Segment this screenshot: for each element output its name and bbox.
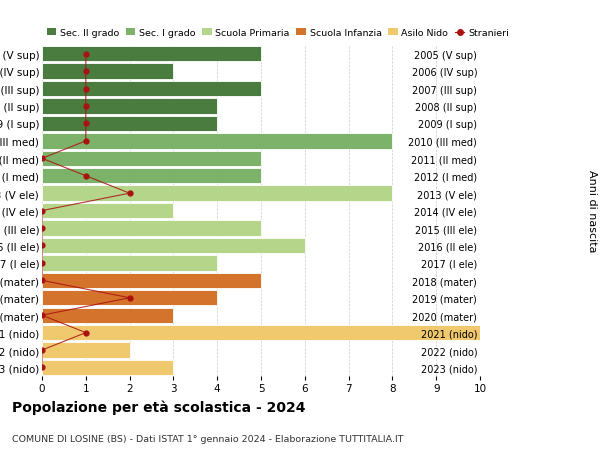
Bar <box>42 169 261 184</box>
Bar <box>42 342 130 358</box>
Text: COMUNE DI LOSINE (BS) - Dati ISTAT 1° gennaio 2024 - Elaborazione TUTTITALIA.IT: COMUNE DI LOSINE (BS) - Dati ISTAT 1° ge… <box>12 434 404 443</box>
Legend: Sec. II grado, Sec. I grado, Scuola Primaria, Scuola Infanzia, Asilo Nido, Stran: Sec. II grado, Sec. I grado, Scuola Prim… <box>47 29 509 38</box>
Bar <box>42 221 261 236</box>
Bar <box>42 64 173 80</box>
Bar <box>42 360 173 375</box>
Bar <box>42 203 173 219</box>
Bar <box>42 325 480 341</box>
Bar <box>42 117 217 132</box>
Text: Popolazione per età scolastica - 2024: Popolazione per età scolastica - 2024 <box>12 399 305 414</box>
Bar <box>42 99 217 114</box>
Bar <box>42 308 173 323</box>
Bar <box>42 256 217 271</box>
Bar <box>42 134 392 149</box>
Bar <box>42 273 261 288</box>
Bar <box>42 186 392 202</box>
Bar <box>42 151 261 167</box>
Bar <box>42 238 305 253</box>
Bar <box>42 82 261 97</box>
Text: Anni di nascita: Anni di nascita <box>587 170 597 252</box>
Bar <box>42 291 217 306</box>
Bar <box>42 47 261 62</box>
